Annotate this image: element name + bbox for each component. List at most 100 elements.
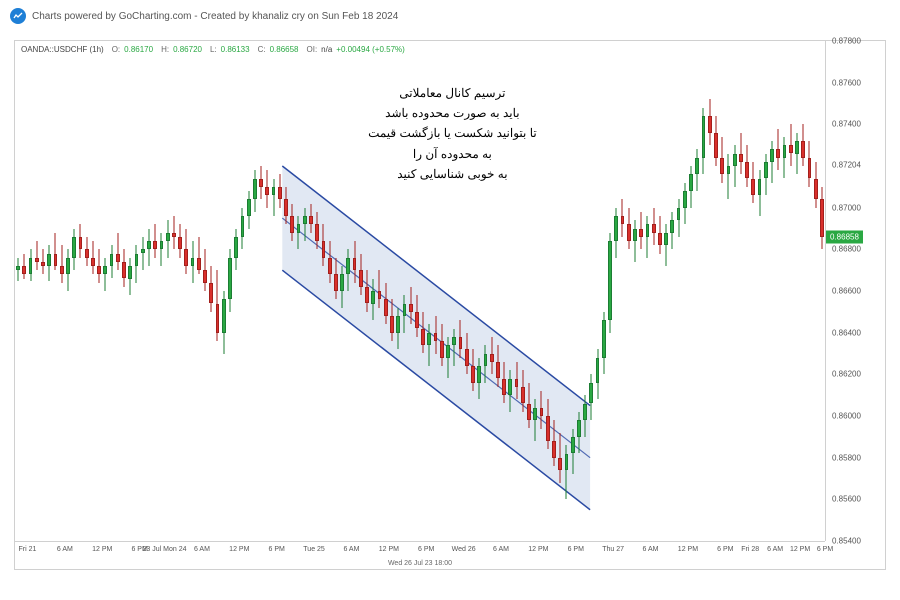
- candle: [670, 41, 674, 541]
- candle: [153, 41, 157, 541]
- y-tick: 0.87400: [832, 120, 861, 129]
- candle: [184, 41, 188, 541]
- current-price-tag: 0.86858: [826, 231, 863, 244]
- candle: [608, 41, 612, 541]
- candle: [234, 41, 238, 541]
- candle: [571, 41, 575, 541]
- candle: [758, 41, 762, 541]
- candle: [621, 41, 625, 541]
- x-tick: 6 PM: [269, 546, 285, 553]
- candle: [303, 41, 307, 541]
- candle: [160, 41, 164, 541]
- x-tick: 12 PM: [92, 546, 112, 553]
- candle: [546, 41, 550, 541]
- x-tick: 6 PM: [418, 546, 434, 553]
- candle: [209, 41, 213, 541]
- candle: [664, 41, 668, 541]
- candle: [540, 41, 544, 541]
- annotation-line: ترسیم کانال معاملاتی: [368, 83, 537, 103]
- x-tick: 6 AM: [493, 546, 509, 553]
- x-tick: 23 Jul Mon 24: [143, 546, 187, 553]
- x-tick: 6 AM: [767, 546, 783, 553]
- candle: [708, 41, 712, 541]
- candle: [222, 41, 226, 541]
- x-tick: Wed 26: [452, 546, 476, 553]
- candle: [340, 41, 344, 541]
- candle: [814, 41, 818, 541]
- candle: [253, 41, 257, 541]
- candle: [639, 41, 643, 541]
- x-tick: Fri 21: [19, 546, 37, 553]
- candle: [166, 41, 170, 541]
- annotation-line: تا بتوانید شکست یا بازگشت قیمت: [368, 123, 537, 143]
- y-tick: 0.87204: [832, 161, 861, 170]
- y-tick: 0.86200: [832, 370, 861, 379]
- candle: [110, 41, 114, 541]
- candle: [720, 41, 724, 541]
- y-tick: 0.87800: [832, 37, 861, 46]
- candle: [353, 41, 357, 541]
- candle: [66, 41, 70, 541]
- candle: [72, 41, 76, 541]
- x-tick: 6 AM: [343, 546, 359, 553]
- candle: [297, 41, 301, 541]
- candle: [552, 41, 556, 541]
- candle: [122, 41, 126, 541]
- y-tick: 0.85400: [832, 537, 861, 546]
- chart-attribution: Charts powered by GoCharting.com - Creat…: [32, 11, 398, 22]
- candle: [751, 41, 755, 541]
- time-axis: Wed 26 Jul 23 18:00 Fri 216 AM12 PM6 PM2…: [15, 541, 825, 569]
- y-tick: 0.86600: [832, 287, 861, 296]
- candle: [714, 41, 718, 541]
- x-tick: 12 PM: [229, 546, 249, 553]
- candle: [54, 41, 58, 541]
- candle: [589, 41, 593, 541]
- candle: [147, 41, 151, 541]
- candle: [197, 41, 201, 541]
- candle: [677, 41, 681, 541]
- candle: [577, 41, 581, 541]
- chart-header: Charts powered by GoCharting.com - Creat…: [0, 0, 900, 32]
- x-tick: 12 PM: [528, 546, 548, 553]
- y-tick: 0.87000: [832, 203, 861, 212]
- candle: [683, 41, 687, 541]
- candle: [135, 41, 139, 541]
- candle: [79, 41, 83, 541]
- chart-panel: OANDA::USDCHF (1h) O:0.86170 H:0.86720 L…: [14, 40, 886, 570]
- x-tick: 12 PM: [678, 546, 698, 553]
- x-tick: 12 PM: [379, 546, 399, 553]
- x-tick: 6 PM: [817, 546, 833, 553]
- candle: [808, 41, 812, 541]
- y-tick: 0.85800: [832, 453, 861, 462]
- candle: [284, 41, 288, 541]
- candle: [22, 41, 26, 541]
- candle: [614, 41, 618, 541]
- candle: [141, 41, 145, 541]
- y-tick: 0.86400: [832, 328, 861, 337]
- x-tick: 6 AM: [643, 546, 659, 553]
- x-tick: 6 AM: [194, 546, 210, 553]
- x-tick: 6 PM: [717, 546, 733, 553]
- candle: [228, 41, 232, 541]
- candle: [558, 41, 562, 541]
- candle: [47, 41, 51, 541]
- candle: [272, 41, 276, 541]
- candle: [596, 41, 600, 541]
- candle: [41, 41, 45, 541]
- candle: [85, 41, 89, 541]
- candle: [583, 41, 587, 541]
- candle: [602, 41, 606, 541]
- candle: [795, 41, 799, 541]
- candle: [346, 41, 350, 541]
- candle: [178, 41, 182, 541]
- chart-plot-area[interactable]: ترسیم کانال معاملاتیباید به صورت محدوده …: [15, 41, 825, 541]
- candle: [789, 41, 793, 541]
- price-axis: 0.878000.876000.874000.872040.870000.868…: [825, 41, 885, 541]
- y-tick: 0.87600: [832, 78, 861, 87]
- candle: [191, 41, 195, 541]
- candle: [801, 41, 805, 541]
- annotation-line: به محدوده آن را: [368, 144, 537, 164]
- candle: [97, 41, 101, 541]
- annotation-line: به خوبی شناسایی کنید: [368, 164, 537, 184]
- chart-annotation-text: ترسیم کانال معاملاتیباید به صورت محدوده …: [368, 83, 537, 185]
